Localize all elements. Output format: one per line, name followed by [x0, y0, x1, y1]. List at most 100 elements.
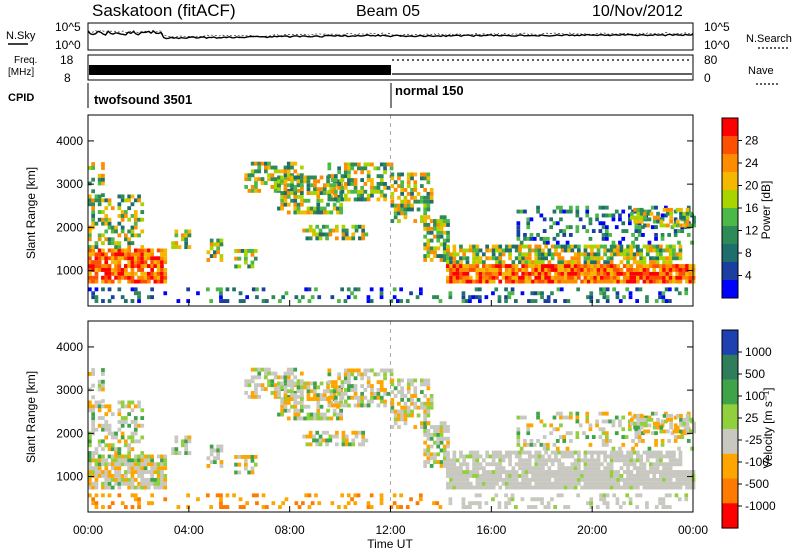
velocity-cell [542, 442, 547, 447]
power-cell [383, 193, 387, 198]
velocity-cell [465, 474, 470, 478]
power-cell [150, 256, 154, 261]
velocity-cell [389, 505, 394, 509]
velocity-cell [255, 493, 259, 498]
power-cell [527, 271, 532, 276]
velocity-cell [674, 493, 679, 498]
velocity-cell [143, 458, 148, 463]
velocity-cell [547, 466, 552, 471]
power-cell [666, 211, 670, 216]
velocity-cell [379, 493, 384, 498]
power-cell [156, 248, 161, 253]
velocity-cell [340, 391, 345, 396]
power-cell [306, 179, 311, 184]
power-cell [322, 206, 327, 211]
power-cell [163, 252, 168, 257]
power-cell [97, 181, 102, 186]
power-cell [340, 174, 345, 179]
velocity-cell [536, 439, 540, 443]
nave-tick-bottom: 0 [704, 71, 711, 85]
velocity-cell [632, 477, 637, 482]
power-cell [329, 194, 334, 199]
velocity-cell [423, 440, 427, 445]
power-cell [669, 207, 673, 212]
velocity-cell [225, 493, 230, 498]
power-cell [309, 210, 314, 215]
velocity-cell [462, 458, 466, 463]
velocity-cell [661, 501, 666, 506]
velocity-cell [137, 462, 141, 467]
velocity-cell [153, 466, 158, 471]
power-cell [97, 177, 102, 182]
power-cell [290, 187, 294, 192]
velocity-cell [337, 403, 341, 408]
power-cell [613, 275, 617, 280]
velocity-cell [366, 384, 371, 388]
power-cell [628, 205, 632, 210]
power-cell [209, 242, 214, 247]
velocity-cell [120, 474, 125, 478]
velocity-cell [354, 430, 359, 435]
power-cell [296, 194, 301, 199]
power-cell [107, 256, 112, 261]
velocity-cell [573, 458, 578, 463]
velocity-cell [267, 367, 271, 372]
power-cell [464, 299, 469, 303]
power-cell [273, 185, 278, 189]
velocity-cell [283, 408, 288, 413]
power-cell [636, 279, 640, 284]
velocity-cell [383, 403, 387, 408]
velocity-cell [673, 423, 678, 428]
velocity-cell [340, 395, 345, 400]
power-cell [573, 268, 578, 272]
velocity-cell [632, 458, 637, 463]
power-cell [541, 275, 545, 280]
power-cell [491, 252, 496, 257]
velocity-cell [557, 466, 562, 471]
velocity-cell [685, 421, 690, 426]
velocity-cell [595, 423, 599, 428]
power-cell [101, 299, 105, 303]
velocity-cell [107, 462, 112, 467]
power-cell [452, 260, 457, 265]
power-cell [140, 271, 145, 276]
power-cell [639, 275, 643, 280]
power-cell [107, 217, 112, 222]
power-cell [322, 210, 327, 215]
power-cell [104, 264, 109, 268]
velocity-cell [308, 430, 313, 435]
velocity-cell [386, 368, 391, 373]
velocity-cell [603, 458, 607, 463]
velocity-cell [501, 454, 506, 459]
power-cell [642, 275, 647, 280]
velocity-cell [104, 404, 109, 409]
power-cell [541, 279, 545, 284]
power-cell [389, 166, 394, 171]
velocity-cell [137, 505, 141, 509]
velocity-cell [133, 454, 138, 459]
velocity-cell [273, 375, 278, 380]
power-cell [140, 275, 145, 280]
power-cell [673, 229, 678, 233]
velocity-cell [244, 466, 248, 471]
velocity-cell [376, 391, 381, 396]
velocity-cell [413, 405, 418, 410]
velocity-cell [462, 474, 466, 478]
power-cell [629, 268, 634, 272]
power-cell [133, 233, 138, 238]
power-cell [442, 219, 447, 223]
velocity-cell [160, 474, 164, 478]
velocity-cell [526, 442, 531, 447]
velocity-cell [601, 427, 606, 432]
velocity-cell [621, 435, 626, 439]
velocity-cell [104, 470, 109, 474]
velocity-cell [353, 501, 358, 506]
power-cell [689, 211, 693, 216]
velocity-cell [555, 439, 560, 443]
power-cell [560, 256, 565, 261]
power-cell [462, 275, 466, 280]
power-cell [570, 260, 575, 265]
power-cell [337, 166, 341, 171]
velocity-cell [366, 501, 371, 506]
velocity-cell [423, 394, 427, 398]
